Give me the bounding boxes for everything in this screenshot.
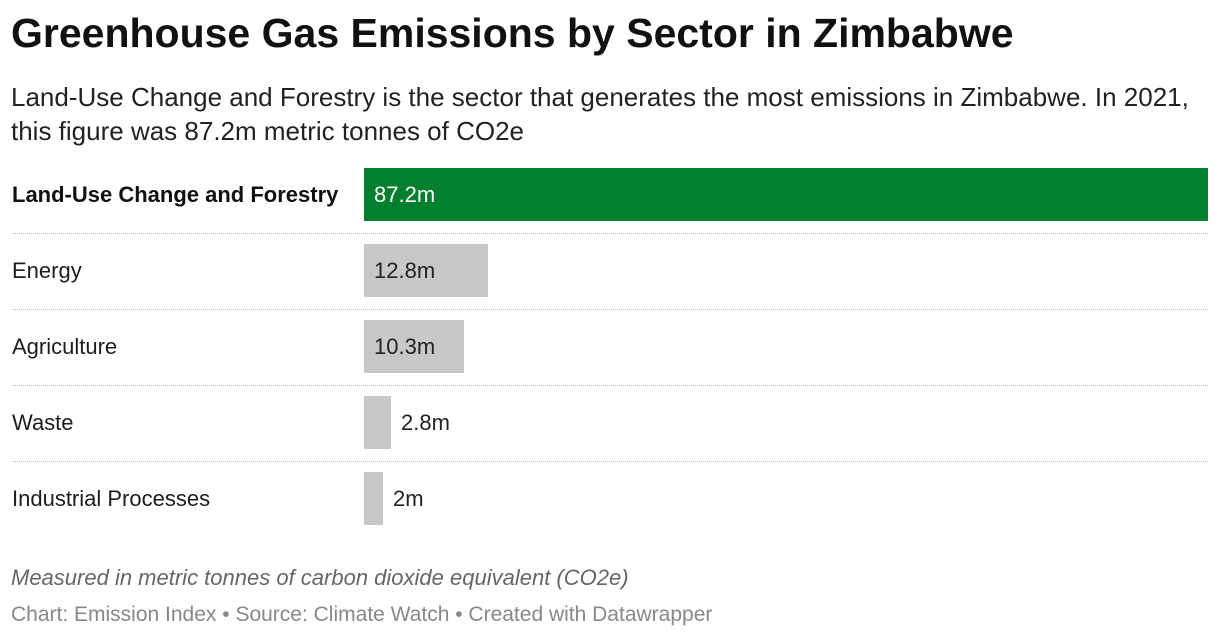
- data-label: 2m: [393, 486, 424, 511]
- category-label: Waste: [12, 410, 74, 435]
- row-divider: [12, 309, 1208, 310]
- data-label: 10.3m: [374, 334, 436, 359]
- chart-footer: Chart: Emission Index • Source: Climate …: [11, 603, 713, 626]
- bar: [364, 244, 488, 297]
- data-label: 12.8m: [374, 258, 436, 283]
- bar: [364, 472, 383, 525]
- row-divider: [12, 385, 1208, 386]
- chart-note: Measured in metric tonnes of carbon diox…: [11, 565, 629, 590]
- chart-subtitle: Land-Use Change and Forestry is the sect…: [11, 82, 1189, 146]
- bar-row: Land-Use Change and Forestry 87.2m: [12, 168, 1208, 244]
- bar: [364, 396, 391, 449]
- bar-row: Energy 12.8m: [12, 244, 1208, 320]
- row-divider: [12, 461, 1208, 462]
- bar-chart: Land-Use Change and Forestry 87.2m Energy 1…: [0, 168, 1220, 538]
- bar: [364, 320, 464, 373]
- bar-row: Agriculture 10.3m: [12, 320, 1208, 396]
- category-label: Agriculture: [12, 334, 118, 359]
- data-label: 2.8m: [401, 410, 450, 435]
- bar: [364, 168, 1208, 221]
- category-label: Industrial Processes: [12, 486, 211, 511]
- bar-row: Industrial Processes 2m: [12, 472, 1208, 548]
- category-label: Land-Use Change and Forestry: [12, 182, 339, 207]
- bar-row: Waste 2.8m: [12, 396, 1208, 472]
- category-label: Energy: [12, 258, 82, 283]
- data-label: 87.2m: [374, 182, 436, 207]
- chart-title: Greenhouse Gas Emissions by Sector in Zi…: [11, 10, 1014, 56]
- row-divider: [12, 233, 1208, 234]
